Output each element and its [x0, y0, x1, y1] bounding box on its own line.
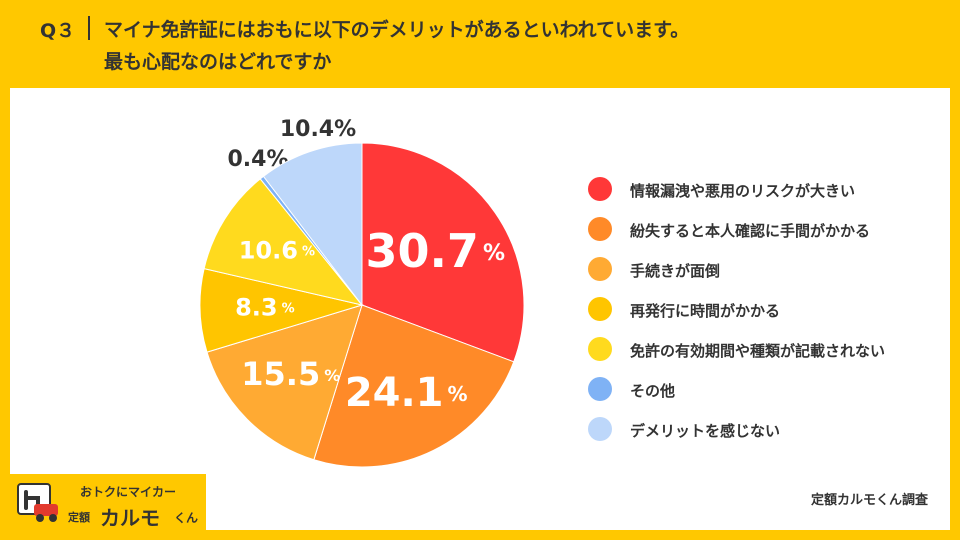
- question-text-line1: マイナ免許証にはおもに以下のデメリットがあるといわれています。: [104, 19, 690, 41]
- pie-slice-leak-risk: [361, 142, 525, 363]
- pie-label-loss-hassle: 24.1%: [345, 370, 468, 416]
- pie-chart: 30.7 % 24.1 %15.5 % 8.3 % 10.6 % 0.4% 10.4%: [199, 117, 525, 468]
- logo-suffix: くん: [174, 511, 199, 525]
- logo-name: カルモ: [100, 506, 160, 530]
- pie-label-other: 0.4%: [227, 147, 288, 172]
- question-number: Q３: [40, 20, 76, 42]
- legend-label-loss-hassle: 紛失すると本人確認に手間がかかる: [630, 222, 871, 240]
- legend-swatch-other: [588, 377, 612, 401]
- legend-label-procedure-hassle: 手続きが面倒: [630, 262, 721, 280]
- header: Q３ マイナ免許証にはおもに以下のデメリットがあるといわれています。 最も心配な…: [0, 0, 960, 86]
- pie-label-leak-risk: 30.7%: [365, 224, 505, 278]
- legend-label-no-demerit: デメリットを感じない: [630, 422, 781, 440]
- pie-slice-procedure-hassle: [206, 304, 363, 461]
- pie-label-no-demerit: 10.4%: [280, 117, 356, 142]
- legend-label-reissue-time: 再発行に時間がかかる: [630, 302, 781, 320]
- question-text-line2: 最も心配なのはどれですか: [104, 51, 332, 73]
- legend-label-leak-risk: 情報漏洩や悪用のリスクが大きい: [630, 182, 856, 200]
- legend-swatch-reissue-time: [588, 297, 612, 321]
- legend-swatch-loss-hassle: [588, 217, 612, 241]
- question-divider: [88, 16, 90, 40]
- legend-swatch-validity-not-shown: [588, 337, 612, 361]
- logo-tagline: おトクにマイカー: [80, 485, 177, 499]
- pie-label-validity-not-shown: 10.6%: [239, 237, 315, 265]
- legend-label-validity-not-shown: 免許の有効期間や種類が記載されない: [630, 342, 886, 360]
- legend-swatch-procedure-hassle: [588, 257, 612, 281]
- legend-swatch-leak-risk: [588, 177, 612, 201]
- brand-logo: おトクにマイカー 定額 カルモ くん: [8, 474, 206, 532]
- pie-slice-no-demerit: [262, 142, 363, 307]
- chart-card: 30.7% 24.1% 15.5% 8.3% 10.6% 0.4% 10.4% 情報漏洩や悪…: [10, 88, 950, 530]
- legend-swatch-no-demerit: [588, 417, 612, 441]
- pie-slice-validity-not-shown: [203, 178, 364, 306]
- survey-credit: 定額カルモくん調査: [810, 493, 928, 508]
- pie-label-procedure-hassle: 15.5%: [241, 355, 340, 393]
- pie-label-reissue-time: 8.3%: [235, 293, 295, 321]
- logo-prefix: 定額: [68, 511, 90, 524]
- pie-slice-loss-hassle: [313, 304, 515, 468]
- car-logo-icon: [17, 483, 58, 522]
- legend-label-other: その他: [630, 382, 676, 400]
